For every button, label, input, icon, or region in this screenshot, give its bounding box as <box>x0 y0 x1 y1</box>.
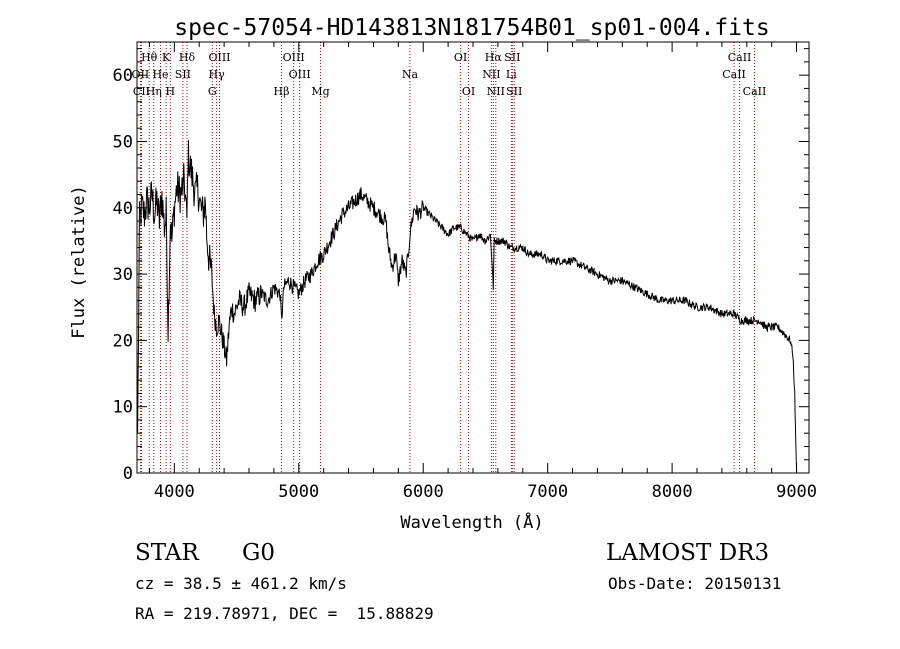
line-marker-label: Li <box>506 68 517 81</box>
coordinates-readout: RA = 219.78971, DEC = 15.88829 <box>135 604 434 623</box>
chart-title: spec-57054-HD143813N181754B01_sp01-004.f… <box>174 15 769 41</box>
line-marker-label: OIII <box>283 51 305 64</box>
x-tick-label: 4000 <box>154 482 195 502</box>
x-tick-label: 6000 <box>403 482 444 502</box>
redshift-readout: cz = 38.5 ± 461.2 km/s <box>135 574 347 593</box>
y-tick-label: 0 <box>123 464 133 484</box>
line-marker-label: Na <box>402 68 419 81</box>
line-marker-label: SII <box>506 85 522 98</box>
observation-date: Obs-Date: 20150131 <box>608 574 782 593</box>
line-marker-label: OII <box>132 68 150 81</box>
y-tick-label: 10 <box>113 398 133 418</box>
y-tick-label: 60 <box>113 66 133 86</box>
line-marker-label: OIII <box>289 68 311 81</box>
axis-ticks: 4000 5000 6000 7000 8000 9000 0 10 20 30 40 50 60 <box>113 42 817 502</box>
line-marker-label: H <box>166 85 176 98</box>
plot-frame <box>136 41 810 474</box>
y-tick-label: 20 <box>113 331 133 351</box>
line-marker-label: Hη <box>146 85 162 98</box>
line-marker-label: G <box>208 85 217 98</box>
line-marker-label: Hβ <box>274 85 290 98</box>
x-tick-label: 9000 <box>776 482 817 502</box>
x-axis-label: Wavelength (Å) <box>400 511 543 533</box>
y-tick-label: 50 <box>113 132 133 152</box>
x-tick-label: 7000 <box>527 482 568 502</box>
line-marker-label: Mg <box>311 85 329 98</box>
y-tick-label: 40 <box>113 199 133 219</box>
line-marker-label: Hδ <box>179 51 196 64</box>
line-marker-label: OIII <box>208 51 230 64</box>
line-marker-label: OI <box>462 85 475 98</box>
y-tick-label: 30 <box>113 265 133 285</box>
object-class: STAR <box>135 540 199 566</box>
survey-name: LAMOST DR3 <box>606 540 770 566</box>
y-axis-label: Flux (relative) <box>69 185 89 339</box>
line-marker-label: NII <box>487 85 505 98</box>
object-subclass: G0 <box>242 540 276 566</box>
line-marker-label: NII <box>482 68 500 81</box>
line-marker-label: CaII <box>722 68 746 81</box>
line-marker-label: CaII <box>728 51 752 64</box>
x-tick-label: 5000 <box>278 482 319 502</box>
line-marker-label: SII <box>175 68 191 81</box>
line-marker-label: K <box>162 51 171 64</box>
line-marker-label: Hα <box>485 51 503 64</box>
line-marker-label: CaII <box>743 85 767 98</box>
line-marker-label: He <box>152 68 168 81</box>
line-marker-label: SII <box>504 51 520 64</box>
line-marker-label: OI <box>454 51 467 64</box>
line-marker-label: Hθ <box>141 51 158 64</box>
flux-series-line <box>136 140 798 474</box>
x-tick-label: 8000 <box>652 482 693 502</box>
line-marker-label: Hγ <box>209 68 226 81</box>
